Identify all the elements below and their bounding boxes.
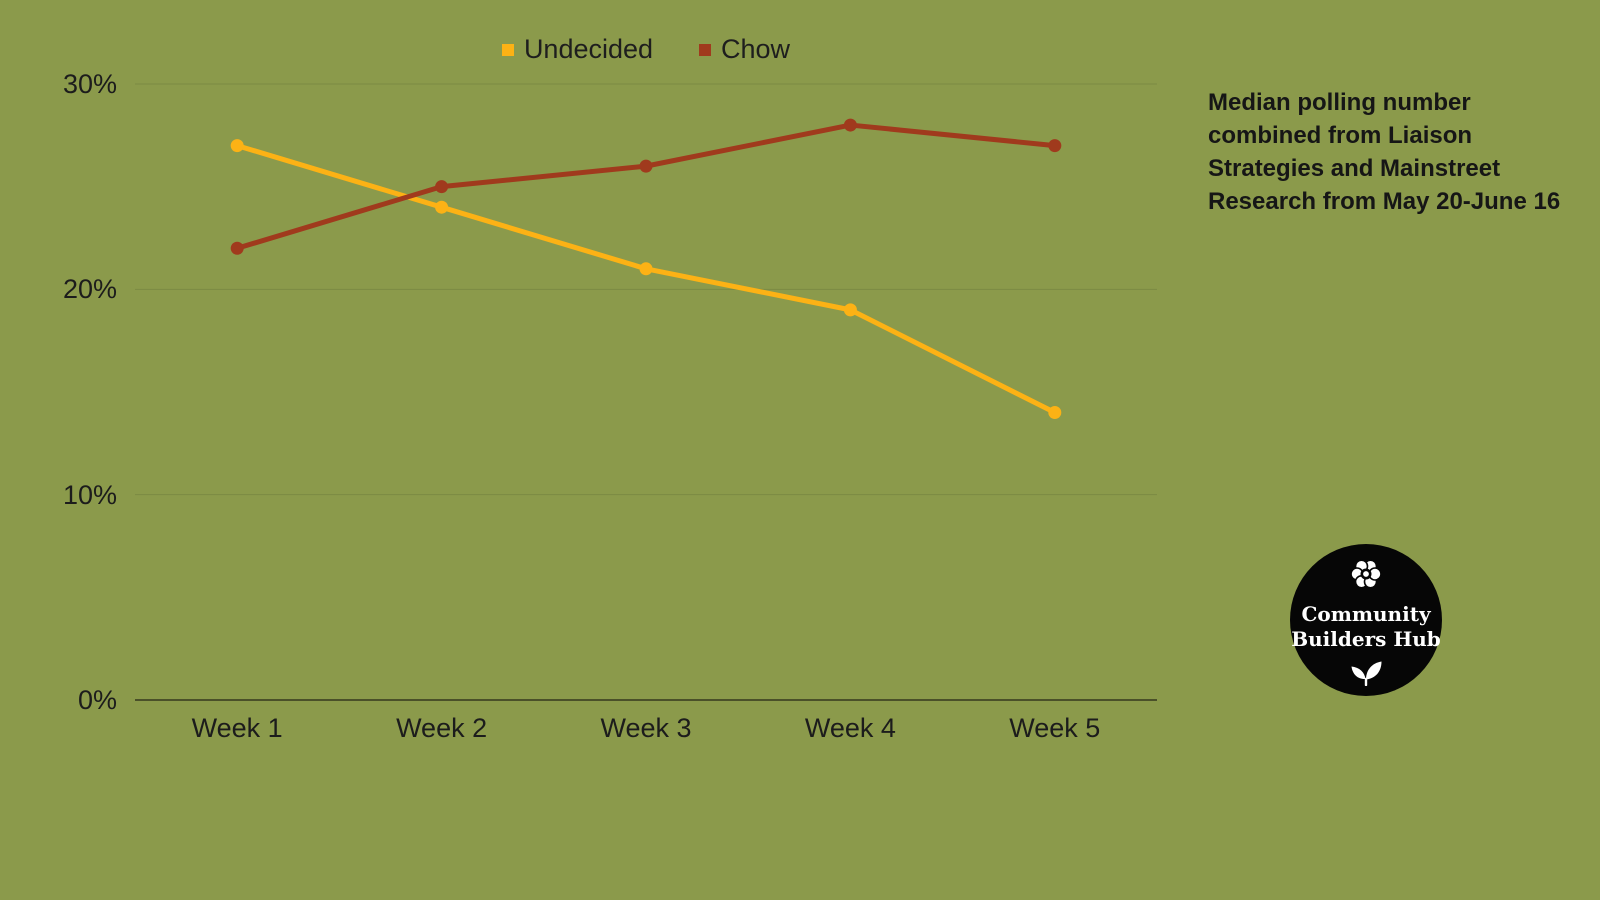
- x-axis-label-week-4: Week 4: [804, 713, 896, 743]
- series-line-chow: [234, 122, 1058, 251]
- community-builders-hub-logo: Community Builders Hub: [1290, 544, 1442, 696]
- y-axis-tick-30: 30%: [62, 69, 117, 99]
- x-axis-label-week-5: Week 5: [1009, 713, 1101, 743]
- point-chow-week-5: [1048, 139, 1062, 153]
- y-axis-tick-0: 0%: [77, 685, 117, 715]
- y-axis-tick-20: 20%: [62, 274, 117, 305]
- point-chow-week-3: [639, 159, 653, 173]
- point-undecided-week-4: [843, 303, 857, 317]
- flower-icon: [1350, 559, 1382, 589]
- legend-swatch-chow: [699, 43, 712, 56]
- annotation-text: Median polling number combined from Liai…: [1208, 89, 1561, 215]
- chart-legend: Undecided Chow: [135, 34, 1157, 65]
- point-undecided-week-5: [1048, 406, 1062, 420]
- y-axis-tick-10: 10%: [62, 479, 117, 510]
- legend-label-undecided: Undecided: [523, 34, 654, 64]
- x-axis-label-week-3: Week 3: [600, 713, 692, 743]
- logo-text-line1: Community: [1301, 602, 1431, 626]
- x-axis-label-week-2: Week 2: [396, 713, 488, 743]
- leaf-icon: [1351, 661, 1382, 686]
- legend-label-chow: Chow: [721, 34, 791, 64]
- point-chow-week-2: [435, 180, 449, 194]
- series-line-undecided: [234, 143, 1058, 416]
- logo-text-line2: Builders Hub: [1291, 627, 1441, 651]
- legend-item-undecided: Undecided: [501, 34, 654, 65]
- point-chow-week-1: [230, 241, 244, 255]
- point-undecided-week-2: [435, 200, 449, 214]
- point-chow-week-4: [843, 118, 857, 132]
- point-undecided-week-3: [639, 262, 653, 276]
- legend-item-chow: Chow: [699, 34, 790, 65]
- point-undecided-week-1: [230, 139, 244, 153]
- legend-swatch-undecided: [501, 43, 514, 56]
- x-axis-label-week-1: Week 1: [191, 713, 283, 743]
